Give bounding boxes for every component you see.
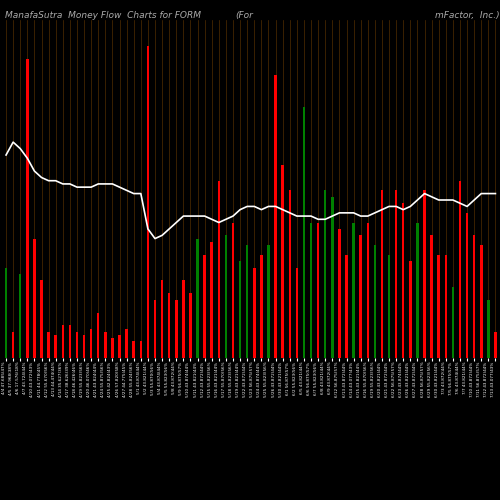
Bar bbox=[126, 328, 128, 358]
Bar bbox=[274, 74, 277, 358]
Bar bbox=[26, 58, 29, 358]
Bar bbox=[68, 326, 71, 358]
Bar bbox=[374, 245, 376, 358]
Bar bbox=[402, 203, 404, 358]
Bar bbox=[302, 107, 305, 358]
Bar bbox=[473, 236, 476, 358]
Bar bbox=[246, 245, 248, 358]
Bar bbox=[239, 261, 242, 358]
Bar bbox=[118, 335, 121, 357]
Bar bbox=[267, 245, 270, 358]
Bar bbox=[90, 328, 92, 358]
Bar bbox=[324, 190, 326, 358]
Bar bbox=[494, 332, 496, 357]
Bar bbox=[140, 342, 142, 357]
Bar bbox=[296, 268, 298, 358]
Bar bbox=[360, 236, 362, 358]
Bar bbox=[409, 261, 412, 358]
Bar bbox=[168, 293, 170, 358]
Bar bbox=[424, 190, 426, 358]
Bar bbox=[487, 300, 490, 358]
Bar bbox=[260, 254, 262, 358]
Bar bbox=[175, 300, 178, 358]
Bar bbox=[346, 254, 348, 358]
Bar bbox=[97, 312, 100, 358]
Bar bbox=[388, 254, 390, 358]
Bar bbox=[331, 197, 334, 358]
Bar bbox=[232, 222, 234, 358]
Bar bbox=[438, 254, 440, 358]
Bar bbox=[352, 222, 355, 358]
Bar bbox=[288, 190, 291, 358]
Bar bbox=[210, 242, 213, 358]
Bar bbox=[452, 287, 454, 358]
Bar bbox=[48, 332, 50, 357]
Bar bbox=[282, 164, 284, 358]
Bar bbox=[19, 274, 22, 357]
Bar bbox=[154, 300, 156, 358]
Text: ManafaSutra  Money Flow  Charts for FORM: ManafaSutra Money Flow Charts for FORM bbox=[5, 11, 201, 20]
Bar bbox=[182, 280, 184, 357]
Bar bbox=[444, 254, 447, 358]
Bar bbox=[317, 222, 320, 358]
Bar bbox=[310, 222, 312, 358]
Bar bbox=[132, 342, 135, 357]
Bar bbox=[218, 180, 220, 358]
Bar bbox=[380, 190, 383, 358]
Bar bbox=[395, 190, 398, 358]
Bar bbox=[161, 280, 164, 357]
Bar bbox=[196, 238, 199, 358]
Bar bbox=[12, 332, 14, 357]
Bar bbox=[338, 229, 340, 358]
Bar bbox=[458, 180, 461, 358]
Bar bbox=[83, 335, 86, 357]
Bar bbox=[62, 326, 64, 358]
Bar bbox=[430, 236, 433, 358]
Bar bbox=[204, 254, 206, 358]
Bar bbox=[5, 268, 8, 358]
Bar bbox=[33, 238, 35, 358]
Bar bbox=[366, 222, 369, 358]
Bar bbox=[76, 332, 78, 357]
Bar bbox=[54, 335, 57, 357]
Bar bbox=[480, 245, 482, 358]
Bar bbox=[104, 332, 106, 357]
Bar bbox=[146, 46, 149, 358]
Text: mFactor,  Inc.): mFactor, Inc.) bbox=[435, 11, 500, 20]
Bar bbox=[253, 268, 256, 358]
Bar bbox=[416, 222, 418, 358]
Bar bbox=[111, 338, 114, 357]
Bar bbox=[189, 293, 192, 358]
Bar bbox=[224, 236, 227, 358]
Bar bbox=[466, 213, 468, 358]
Text: (For: (For bbox=[235, 11, 253, 20]
Bar bbox=[40, 280, 43, 357]
